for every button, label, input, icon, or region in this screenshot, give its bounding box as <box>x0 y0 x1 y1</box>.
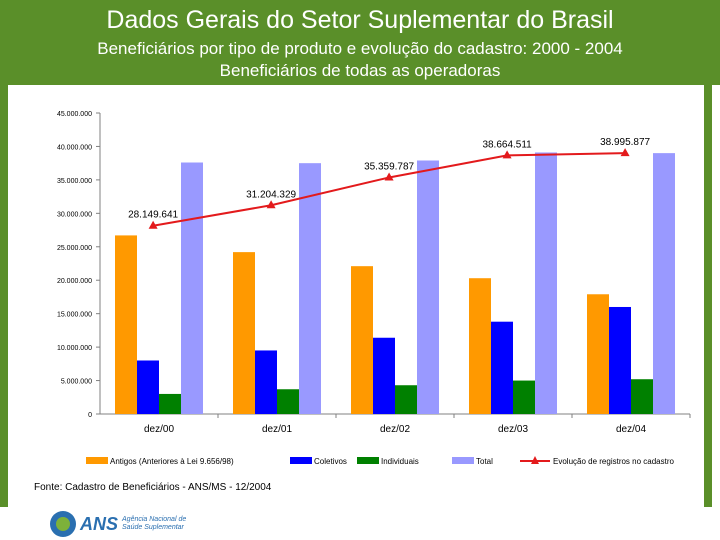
page-subtitle: Beneficiários por tipo de produto e evol… <box>97 39 623 58</box>
legend-swatch <box>290 457 312 464</box>
legend-swatch-marker <box>531 456 539 464</box>
bar-coletivos <box>491 321 513 414</box>
page-subtitle-2: Beneficiários de todas as operadoras <box>219 61 501 80</box>
bar-total <box>181 162 203 414</box>
header-band: Dados Gerais do Setor Suplementar do Bra… <box>0 0 720 85</box>
y-tick-label: 35.000.000 <box>57 178 92 185</box>
bar-individuais <box>159 393 181 414</box>
y-tick-label: 25.000.000 <box>57 245 92 252</box>
legend-label: Coletivos <box>314 457 347 466</box>
legend-label: Individuais <box>381 457 419 466</box>
x-tick-label: dez/00 <box>144 424 174 435</box>
y-tick-label: 45.000.000 <box>57 111 92 118</box>
bar-individuais <box>513 380 535 414</box>
bar-coletivos <box>609 306 631 414</box>
logo-subtext-line2: Saúde Suplementar <box>122 524 184 531</box>
line-marker <box>502 150 512 159</box>
bar-individuais <box>395 385 417 414</box>
legend-label: Antigos (Anteriores à Lei 9.656/98) <box>110 457 234 466</box>
y-tick-label: 5.000.000 <box>61 379 92 386</box>
x-tick-label: dez/02 <box>380 424 410 435</box>
x-tick-label: dez/01 <box>262 424 292 435</box>
page-title: Dados Gerais do Setor Suplementar do Bra… <box>106 6 614 34</box>
legend-label: Evolução de registros no cadastro <box>553 457 675 466</box>
y-tick-label: 40.000.000 <box>57 144 92 151</box>
bar-total <box>535 152 557 414</box>
bar-coletivos <box>137 360 159 414</box>
x-tick-label: dez/04 <box>616 424 646 435</box>
bar-total <box>653 153 675 414</box>
bar-antigos <box>587 294 609 414</box>
y-tick-label: 0 <box>88 412 92 419</box>
y-tick-label: 30.000.000 <box>57 211 92 218</box>
legend-swatch <box>357 457 379 464</box>
legend-label: Total <box>476 457 493 466</box>
line-marker <box>148 220 158 229</box>
logo-subtext: Agência Nacional de Saúde Suplementar <box>122 516 186 532</box>
y-tick-label: 20.000.000 <box>57 278 92 285</box>
data-label: 35.359.787 <box>364 161 414 172</box>
data-label: 38.995.877 <box>600 137 650 148</box>
bar-total <box>417 160 439 414</box>
y-tick-label: 10.000.000 <box>57 345 92 352</box>
data-label: 28.149.641 <box>128 210 178 221</box>
y-tick-label: 15.000.000 <box>57 312 92 319</box>
bar-antigos <box>469 278 491 414</box>
legend-swatch <box>452 457 474 464</box>
line-marker <box>384 172 394 181</box>
bar-antigos <box>233 252 255 414</box>
ans-logo: ANS Agência Nacional de Saúde Suplementa… <box>50 510 186 538</box>
data-label: 31.204.329 <box>246 189 296 200</box>
legend-swatch <box>86 457 108 464</box>
line-marker <box>266 200 276 209</box>
bar-antigos <box>115 235 137 414</box>
bar-coletivos <box>373 337 395 414</box>
bar-total <box>299 163 321 414</box>
bar-individuais <box>631 379 653 414</box>
ans-logo-icon <box>50 511 76 537</box>
bar-coletivos <box>255 350 277 414</box>
source-note: Fonte: Cadastro de Beneficiários - ANS/M… <box>34 482 272 493</box>
bar-individuais <box>277 389 299 414</box>
x-tick-label: dez/03 <box>498 424 528 435</box>
bar-antigos <box>351 266 373 414</box>
line-marker <box>620 148 630 157</box>
logo-subtext-line1: Agência Nacional de <box>122 516 187 523</box>
data-label: 38.664.511 <box>482 139 532 150</box>
logo-text: ANS <box>80 513 119 534</box>
